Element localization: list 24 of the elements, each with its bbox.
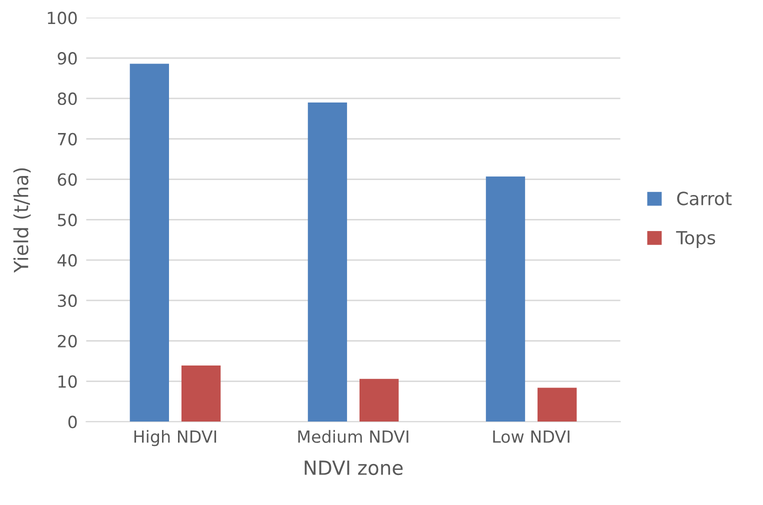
y-tick-label: 90 [58, 52, 77, 65]
legend-label: Tops [676, 231, 716, 248]
bar [181, 366, 221, 422]
legend-label: Carrot [677, 192, 732, 206]
y-tick-label: 30 [58, 294, 77, 308]
bar [130, 64, 170, 422]
y-tick-label: 70 [58, 132, 77, 146]
y-axis-title: Yield (t/ha) [13, 168, 31, 273]
x-tick-label: High NDVI [134, 430, 216, 446]
x-axis-title: NDVI zone [304, 460, 403, 476]
y-tick-label: 80 [58, 92, 77, 106]
bar [360, 378, 399, 422]
y-tick-label: 20 [58, 334, 77, 348]
y-tick-label: 10 [58, 375, 77, 388]
x-tick-label: Low NDVI [493, 430, 570, 443]
y-tick-label: 50 [58, 214, 77, 226]
x-tick-label: Medium NDVI [298, 430, 408, 443]
y-tick-label: 60 [58, 173, 77, 186]
bar [308, 102, 348, 422]
y-tick-label: 100 [48, 12, 77, 24]
y-tick-label: 40 [57, 254, 77, 267]
bar [486, 176, 526, 422]
y-tick-label: 0 [68, 416, 77, 428]
bar [538, 388, 577, 422]
